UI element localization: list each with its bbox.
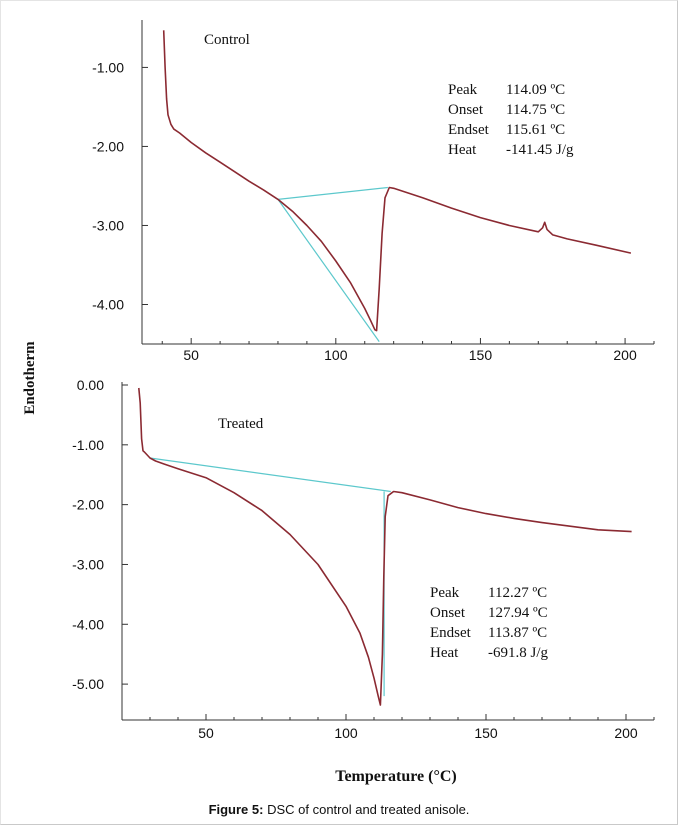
- annotation-value: -141.45 J/g: [506, 142, 574, 158]
- control-y-tick-label: -1.00: [92, 59, 124, 75]
- caption-label: Figure 5:: [208, 802, 264, 817]
- control-x-tick-label: 50: [183, 347, 199, 363]
- control-x-tick-label: 100: [324, 347, 348, 363]
- annotation-name: Onset: [430, 605, 466, 621]
- treated-x-tick-label: 150: [474, 725, 498, 741]
- figure-caption: Figure 5: DSC of control and treated ani…: [0, 802, 678, 817]
- treated-y-tick-label: -1.00: [72, 437, 104, 453]
- annotation-name: Endset: [430, 625, 472, 641]
- control-x-tick-label: 200: [613, 347, 637, 363]
- treated-trace-line: [138, 387, 632, 706]
- annotation-value: 114.75 ºC: [506, 102, 565, 118]
- annotation-value: -691.8 J/g: [488, 645, 549, 661]
- control-tangent-line: [277, 199, 380, 342]
- treated-series: [138, 387, 632, 706]
- annotation-name: Peak: [430, 585, 460, 601]
- caption-text: DSC of control and treated anisole.: [263, 802, 470, 817]
- control-ticks: 50 100 150 200 -1.00 -2.00 -3.00 -4.00: [92, 59, 655, 363]
- treated-x-tick-label: 50: [198, 725, 214, 741]
- treated-y-tick-label: -5.00: [72, 676, 104, 692]
- treated-panel: Treated Peak 112.27 ºC Onset 127.94 ºC Endse…: [72, 377, 655, 741]
- control-series: [162, 30, 632, 342]
- control-panel: Control Peak 114.09 ºC Onset 114.75 ºC Endse…: [92, 20, 655, 363]
- control-y-tick-label: -2.00: [92, 138, 124, 154]
- treated-y-tick-label: -2.00: [72, 497, 104, 513]
- annotation-value: 113.87 ºC: [488, 625, 547, 641]
- control-annotations: Peak 114.09 ºC Onset 114.75 ºC Endset 115.61 …: [448, 82, 574, 158]
- annotation-name: Onset: [448, 102, 484, 118]
- control-y-tick-label: -4.00: [92, 296, 124, 312]
- control-baseline-line: [277, 186, 388, 200]
- control-title: Control: [204, 32, 250, 48]
- control-x-tick-label: 150: [469, 347, 493, 363]
- annotation-value: 127.94 ºC: [488, 605, 548, 621]
- y-axis-label: Endotherm: [22, 341, 38, 415]
- treated-x-tick-label: 200: [614, 725, 638, 741]
- treated-y-tick-label: -4.00: [72, 616, 104, 632]
- annotation-name: Endset: [448, 122, 490, 138]
- annotation-name: Heat: [430, 645, 459, 661]
- treated-title: Treated: [218, 416, 264, 432]
- annotation-name: Peak: [448, 82, 478, 98]
- treated-y-tick-label: 0.00: [77, 377, 104, 393]
- annotation-value: 115.61 ºC: [506, 122, 565, 138]
- annotation-name: Heat: [448, 142, 477, 158]
- control-trace-line: [162, 30, 632, 332]
- x-axis-label: Temperature (°C): [335, 768, 456, 785]
- treated-y-tick-label: -3.00: [72, 556, 104, 572]
- treated-x-tick-label: 100: [334, 725, 358, 741]
- annotation-value: 114.09 ºC: [506, 82, 565, 98]
- treated-baseline-line: [149, 457, 391, 493]
- treated-annotations: Peak 112.27 ºC Onset 127.94 ºC Endset 113.87 …: [430, 585, 549, 661]
- control-y-tick-label: -3.00: [92, 217, 124, 233]
- annotation-value: 112.27 ºC: [488, 585, 547, 601]
- treated-ticks: 50 100 150 200 0.00 -1.00 -2.00 -3.00 -4.00 -5.00: [72, 377, 655, 741]
